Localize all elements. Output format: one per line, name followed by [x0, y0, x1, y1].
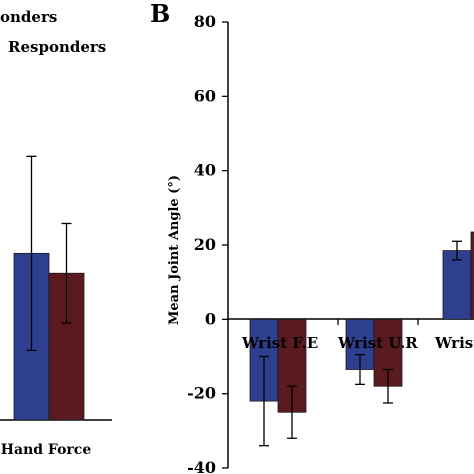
bar-red-3: [470, 231, 474, 320]
y-tick-label: 40: [194, 161, 216, 180]
panel-a-error-bar-2: [61, 222, 72, 324]
panel-b-chart: B Mean Joint Angle (°) -40 -20 0 20 40 60 80 Wr…: [150, 0, 474, 474]
error-bar-2-1: [287, 385, 297, 439]
panel-b-y-axis-label: Mean Joint Angle (°): [167, 175, 182, 325]
panel-a-error-bar-1: [26, 155, 37, 352]
panel-a-category-label: Hand Force: [1, 442, 92, 458]
y-tick-label: -20: [187, 384, 216, 403]
y-tick-label: 0: [205, 309, 216, 328]
error-bar-2-2: [383, 368, 393, 404]
legend-label-1: onders: [0, 8, 57, 26]
category-label-1: Wrist F.E: [241, 334, 318, 352]
category-label-3: Wrist: [434, 334, 474, 352]
legend: onders Responders: [0, 8, 106, 56]
legend-label-2: Responders: [8, 38, 106, 56]
error-bar-1-1: [259, 355, 269, 447]
panel-b-letter: B: [150, 0, 170, 28]
bar-blue-3: [442, 250, 472, 320]
y-tick-label: -40: [187, 458, 216, 474]
panel-a-chart: Hand Force: [0, 155, 112, 458]
y-tick-label: 20: [194, 235, 216, 254]
category-label-2: Wrist U.R: [337, 334, 418, 352]
y-tick-label: 80: [194, 12, 216, 31]
error-bar-1-2: [355, 353, 365, 386]
y-tick-label: 60: [194, 86, 216, 105]
error-bar-1-3: [452, 240, 462, 261]
